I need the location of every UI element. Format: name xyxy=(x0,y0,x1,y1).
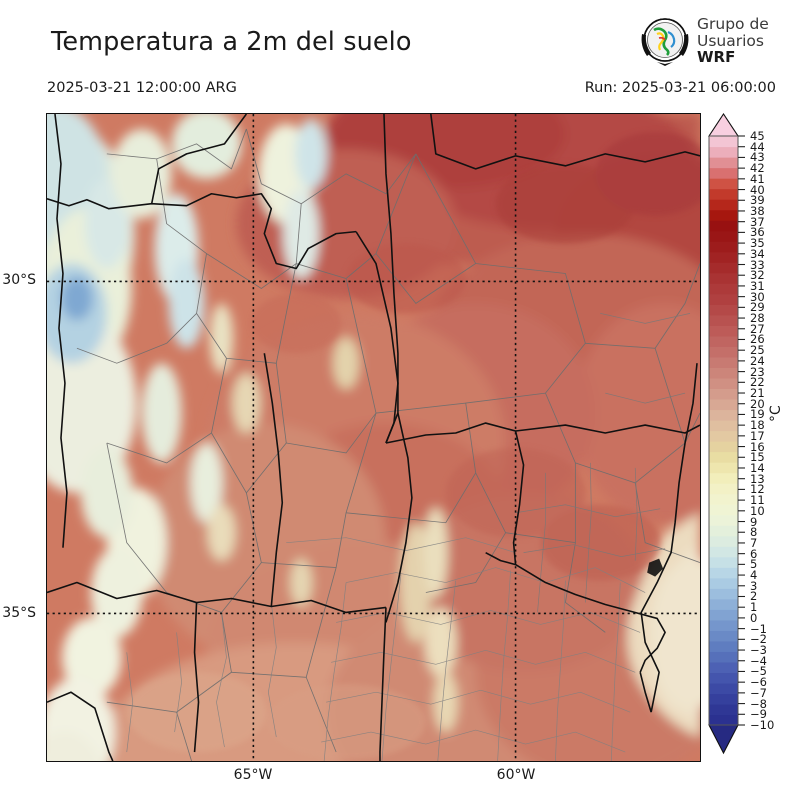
colorbar-tick: 7 xyxy=(750,535,758,550)
county-borders xyxy=(126,537,646,761)
colorbar-tick: 2 xyxy=(750,589,758,604)
colorbar-tick: 14 xyxy=(750,460,765,475)
colorbar-tick: 36 xyxy=(750,225,765,240)
colorbar-tick: 42 xyxy=(750,161,765,176)
map-plot-area[interactable] xyxy=(46,113,701,762)
city-marker xyxy=(647,558,664,577)
colorbar-swatches xyxy=(707,113,745,755)
logo-line-1: Grupo de xyxy=(697,15,769,33)
colorbar-tick: 37 xyxy=(750,214,765,229)
colorbar-tick: −7 xyxy=(750,685,767,700)
temperature-field xyxy=(47,114,700,761)
province-borders xyxy=(76,128,700,761)
logo-text: Grupo de Usuarios WRF xyxy=(697,16,769,66)
colorbar-tick: 38 xyxy=(750,203,765,218)
valid-time-label: 2025-03-21 12:00:00 ARG xyxy=(47,80,237,96)
colorbar-tick: 16 xyxy=(750,439,765,454)
colorbar-tick: 43 xyxy=(750,150,765,165)
country-borders xyxy=(47,114,700,761)
colorbar-tick: 4 xyxy=(750,568,758,583)
lon-label-60w: 60°W xyxy=(496,767,536,783)
graticule xyxy=(47,114,700,761)
colorbar-tick: 10 xyxy=(750,503,765,518)
page-title: Temperatura a 2m del suelo xyxy=(51,27,412,57)
colorbar-tick: 8 xyxy=(750,525,758,540)
colorbar-tick: 41 xyxy=(750,171,765,186)
colorbar-tick: −2 xyxy=(750,632,767,647)
lon-label-65w: 65°W xyxy=(233,767,273,783)
colorbar-tick: 0 xyxy=(750,610,758,625)
colorbar-tick: 22 xyxy=(750,375,765,390)
colorbar-tick: 30 xyxy=(750,289,765,304)
colorbar-tick: −8 xyxy=(750,696,767,711)
colorbar-tick: 35 xyxy=(750,236,765,251)
colorbar-tick: 18 xyxy=(750,418,765,433)
colorbar-tick: 13 xyxy=(750,471,765,486)
colorbar-tick: −10 xyxy=(750,718,775,732)
colorbar-tick: 24 xyxy=(750,353,765,368)
colorbar-tick: 21 xyxy=(750,386,765,401)
colorbar-tick: 40 xyxy=(750,182,765,197)
colorbar-unit-label: °C xyxy=(768,405,784,422)
logo: Grupo de Usuarios WRF xyxy=(637,14,797,76)
lat-label-30s: 30°S xyxy=(2,272,36,288)
colorbar-tick: −3 xyxy=(750,643,767,658)
colorbar-tick: 34 xyxy=(750,246,765,261)
colorbar-tick: 25 xyxy=(750,343,765,358)
colorbar-tick: 12 xyxy=(750,482,765,497)
colorbar-tick: 45 xyxy=(750,129,765,143)
colorbar-tick: 20 xyxy=(750,396,765,411)
lat-label-35s: 35°S xyxy=(2,605,36,621)
colorbar-tick: −1 xyxy=(750,621,767,636)
colorbar-tick: 27 xyxy=(750,321,765,336)
colorbar-tick: 44 xyxy=(750,139,765,154)
colorbar-tick: 17 xyxy=(750,428,765,443)
colorbar-tick: 26 xyxy=(750,332,765,347)
run-time-label: Run: 2025-03-21 06:00:00 xyxy=(584,80,776,96)
colorbar-tick: 3 xyxy=(750,578,758,593)
colorbar: 45 44 43 42 41 40 39 38 37 36 35 34 33 32 31 30 29 28 27 26… xyxy=(706,112,800,764)
colorbar-tick: 29 xyxy=(750,300,765,315)
colorbar-tick: 31 xyxy=(750,278,765,293)
colorbar-tick: −4 xyxy=(750,653,767,668)
colorbar-tick: 23 xyxy=(750,364,765,379)
colorbar-tick: 28 xyxy=(750,311,765,326)
colorbar-tick: 15 xyxy=(750,450,765,465)
colorbar-tick: 6 xyxy=(750,546,758,561)
colorbar-tick: 32 xyxy=(750,268,765,283)
county-borders-ne xyxy=(515,313,691,613)
colorbar-tick: 11 xyxy=(750,493,765,508)
colorbar-tick: 1 xyxy=(750,600,758,615)
logo-line-3: WRF xyxy=(697,48,736,66)
wrf-globe-logo-icon xyxy=(641,18,689,66)
colorbar-tick: −9 xyxy=(750,707,767,722)
colorbar-tick: −6 xyxy=(750,675,767,690)
logo-line-2: Usuarios xyxy=(697,31,764,50)
colorbar-tick: 9 xyxy=(750,514,758,529)
colorbar-tick: 19 xyxy=(750,407,765,422)
colorbar-tick: 39 xyxy=(750,193,765,208)
colorbar-tick: −5 xyxy=(750,664,767,679)
colorbar-tick: 33 xyxy=(750,257,765,272)
colorbar-tick: 5 xyxy=(750,557,758,572)
